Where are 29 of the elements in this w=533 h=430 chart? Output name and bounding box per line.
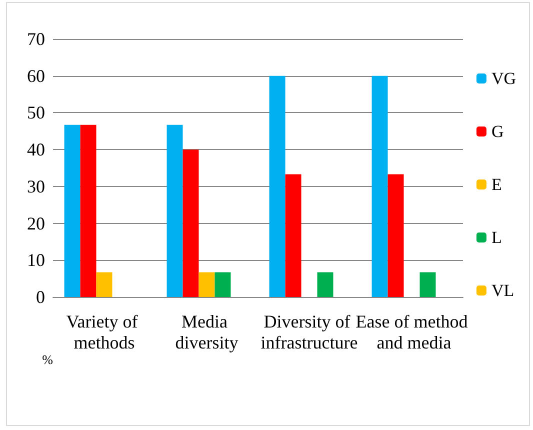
bar [80,124,96,297]
bar [214,272,231,297]
bar [269,76,286,297]
bar [198,272,215,297]
legend-label: E [491,175,502,194]
bar [64,124,80,297]
bar [372,76,388,297]
y-tick-label: 40 [27,140,45,160]
bar [420,272,436,297]
bar [388,174,404,297]
y-tick-label: 10 [27,250,45,270]
x-tick-label: Media diversity [175,312,238,352]
legend-label: VL [491,281,514,300]
y-tick-label: 60 [27,66,45,86]
legend-label: VG [491,69,516,88]
legend-label: G [491,122,504,141]
y-tick-label: 70 [27,29,45,49]
y-tick-label: 50 [27,102,45,123]
y-tick-label: 30 [27,176,45,196]
legend-label: L [491,228,502,247]
bar [182,150,199,297]
bar [285,174,302,297]
bar [96,272,112,297]
bar [166,124,183,297]
y-axis-title: % [42,352,54,367]
x-tick-label: Variety of methods [66,312,142,352]
y-tick-label: 20 [27,213,45,234]
bar [317,272,334,297]
y-tick-label: 0 [36,287,45,307]
